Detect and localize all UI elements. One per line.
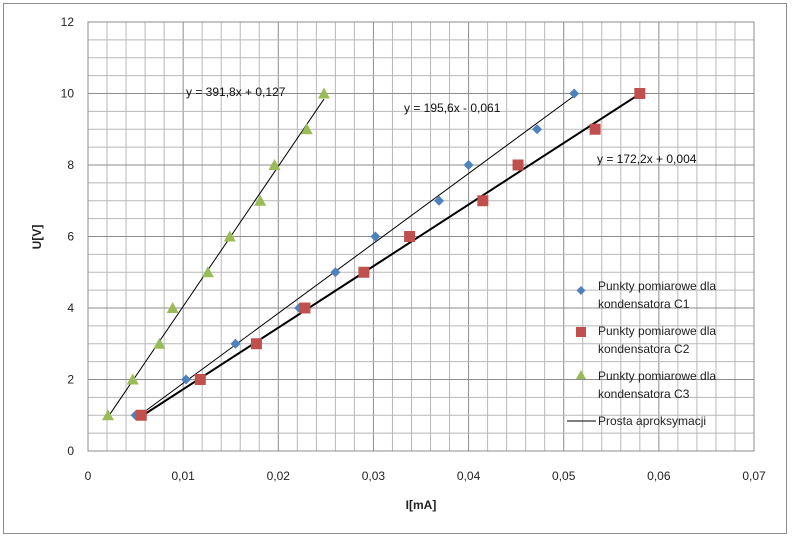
legend-item-trendline: Prosta aproksymacji <box>567 414 706 428</box>
x-tick-label: 0,06 <box>647 469 671 483</box>
legend-marker-c1 <box>576 286 586 295</box>
data-point-s3-3 <box>153 337 166 349</box>
data-point-s2-4 <box>299 302 311 314</box>
data-point-s2-6 <box>404 231 416 242</box>
x-axis-title: I[mA] <box>406 498 437 512</box>
data-point-s3-1 <box>101 409 114 421</box>
x-tick-label: 0,07 <box>742 469 766 483</box>
trendline-2 <box>140 92 641 418</box>
data-point-s3-7 <box>254 194 267 206</box>
legend-label-c3-line1: Punkty pomiarowe dla <box>598 369 716 383</box>
data-point-s1-2 <box>180 374 191 385</box>
x-tick-label: 0,01 <box>171 469 195 483</box>
y-tick-label: 10 <box>61 87 75 101</box>
plot-area-border <box>87 21 755 452</box>
legend-marker-c2 <box>576 327 586 337</box>
x-tick-label: 0,04 <box>457 469 481 483</box>
y-tick-label: 8 <box>67 158 74 172</box>
legend: Punkty pomiarowe dla kondensatora C1 Pun… <box>567 279 716 428</box>
x-tick-label: 0,02 <box>267 469 291 483</box>
data-point-s1-10 <box>569 88 580 99</box>
data-point-s3-8 <box>268 159 281 170</box>
data-point-s1-6 <box>370 231 381 242</box>
legend-item-c1: Punkty pomiarowe dla kondensatora C1 <box>576 279 716 311</box>
legend-label-c2-line1: Punkty pomiarowe dla <box>598 324 716 338</box>
data-point-s2-8 <box>512 159 524 171</box>
data-point-s2-5 <box>358 266 370 278</box>
data-point-s2-3 <box>250 338 262 350</box>
trendline-0 <box>107 98 325 418</box>
data-point-s1-3 <box>230 338 241 349</box>
data-point-s3-5 <box>201 266 214 278</box>
y-tick-label: 4 <box>67 301 74 315</box>
legend-label-trendline: Prosta aproksymacji <box>598 414 706 428</box>
y-tick-label: 2 <box>67 373 74 387</box>
legend-label-c1-line2: kondensatora C1 <box>598 297 690 311</box>
data-point-s1-5 <box>330 267 341 278</box>
grid-lines <box>88 22 754 451</box>
data-points <box>101 87 646 421</box>
x-tick-label: 0 <box>85 469 92 483</box>
legend-marker-c3 <box>576 370 586 379</box>
legend-item-c3: Punkty pomiarowe dla kondensatora C3 <box>576 369 716 401</box>
data-point-s2-7 <box>477 195 489 207</box>
chart-frame <box>3 3 787 534</box>
data-point-s2-9 <box>589 123 601 135</box>
x-tick-label: 0,05 <box>552 469 576 483</box>
legend-item-c2: Punkty pomiarowe dla kondensatora C2 <box>576 324 716 356</box>
x-tick-label: 0,03 <box>362 469 386 483</box>
legend-label-c1-line1: Punkty pomiarowe dla <box>598 279 716 293</box>
data-point-s1-7 <box>434 195 445 206</box>
y-axis-ticks: 0 2 4 6 8 10 12 <box>61 15 75 458</box>
y-tick-label: 12 <box>61 15 75 29</box>
trendline-equation-c3: y = 391,8x + 0,127 <box>186 85 286 99</box>
trendline-equation-c2: y = 172,2x + 0,004 <box>597 152 697 166</box>
data-point-s2-10 <box>634 88 646 99</box>
x-axis-ticks: 0 0,01 0,02 0,03 0,04 0,05 0,06 0,07 <box>85 469 766 483</box>
data-point-s3-6 <box>223 230 236 242</box>
data-point-s3-2 <box>126 373 139 385</box>
data-point-s3-9 <box>300 123 313 135</box>
y-tick-label: 0 <box>67 444 74 458</box>
data-point-s2-1 <box>135 409 147 421</box>
legend-label-c3-line2: kondensatora C3 <box>598 387 690 401</box>
data-point-s3-10 <box>317 87 330 99</box>
data-point-s1-9 <box>532 124 543 135</box>
y-axis-title: U[V] <box>30 225 44 250</box>
trendlines <box>107 92 641 419</box>
data-point-s3-4 <box>166 302 179 313</box>
y-tick-label: 6 <box>67 230 74 244</box>
legend-label-c2-line2: kondensatora C2 <box>598 342 690 356</box>
data-point-s1-8 <box>463 160 474 170</box>
data-point-s2-2 <box>194 374 206 385</box>
trendline-equation-c1: y = 195,6x - 0,061 <box>404 101 501 115</box>
trendline-1 <box>135 93 578 419</box>
